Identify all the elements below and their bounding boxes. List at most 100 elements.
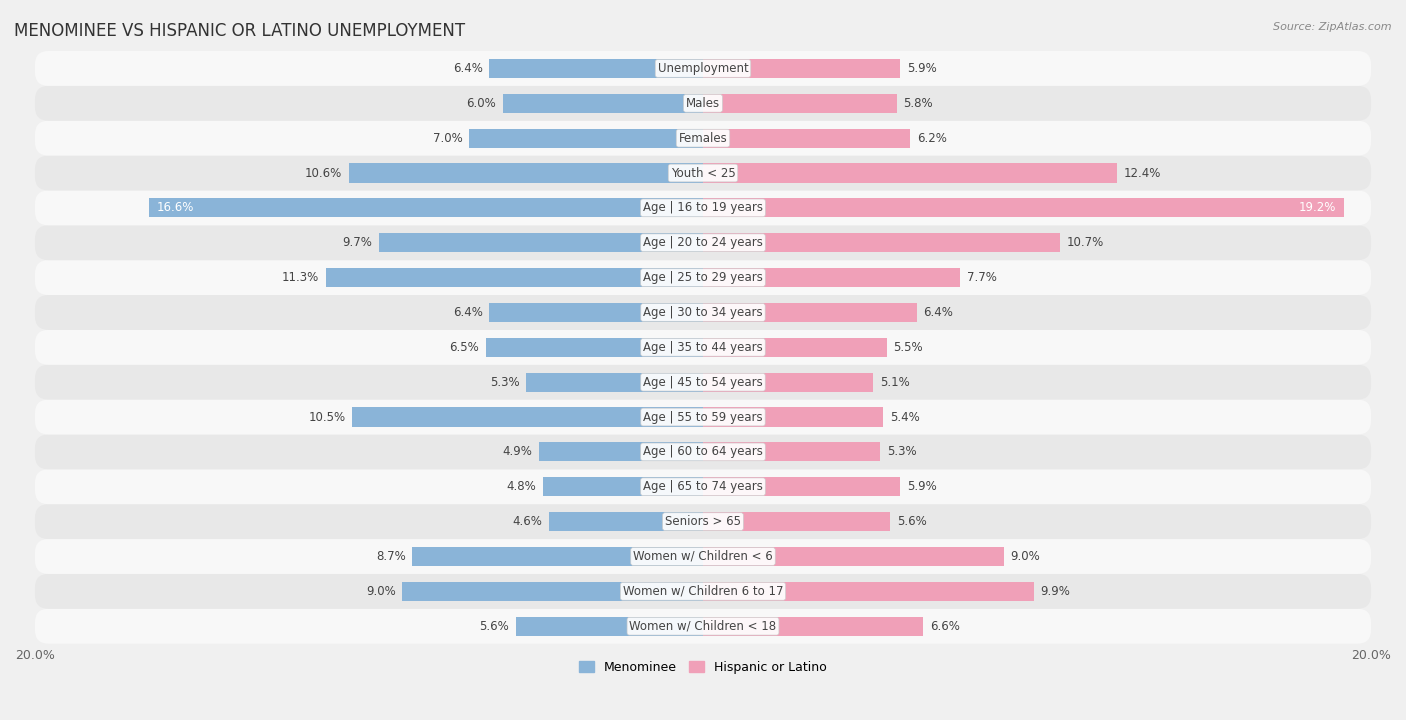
Bar — [380, 233, 703, 252]
Text: 5.5%: 5.5% — [893, 341, 922, 354]
Text: 10.5%: 10.5% — [308, 410, 346, 423]
Text: 10.7%: 10.7% — [1067, 236, 1104, 249]
Bar — [703, 129, 910, 148]
Bar — [489, 303, 703, 322]
FancyBboxPatch shape — [35, 121, 1371, 156]
Bar — [326, 268, 703, 287]
Text: Youth < 25: Youth < 25 — [671, 166, 735, 179]
Bar — [502, 94, 703, 113]
Bar — [703, 59, 900, 78]
Bar — [349, 163, 703, 183]
Bar — [540, 442, 703, 462]
Bar — [703, 233, 1060, 252]
FancyBboxPatch shape — [35, 539, 1371, 574]
Text: MENOMINEE VS HISPANIC OR LATINO UNEMPLOYMENT: MENOMINEE VS HISPANIC OR LATINO UNEMPLOY… — [14, 22, 465, 40]
Text: Women w/ Children < 18: Women w/ Children < 18 — [630, 620, 776, 633]
Text: Age | 35 to 44 years: Age | 35 to 44 years — [643, 341, 763, 354]
Bar — [353, 408, 703, 427]
FancyBboxPatch shape — [35, 225, 1371, 260]
Text: Age | 30 to 34 years: Age | 30 to 34 years — [643, 306, 763, 319]
Text: 6.6%: 6.6% — [931, 620, 960, 633]
Bar — [516, 616, 703, 636]
Bar — [703, 512, 890, 531]
Bar — [703, 303, 917, 322]
Text: 5.8%: 5.8% — [904, 96, 934, 109]
FancyBboxPatch shape — [35, 434, 1371, 469]
Text: 10.6%: 10.6% — [305, 166, 342, 179]
Text: 6.0%: 6.0% — [467, 96, 496, 109]
Text: 7.7%: 7.7% — [967, 271, 997, 284]
Text: 5.3%: 5.3% — [489, 376, 519, 389]
Bar — [703, 198, 1344, 217]
Bar — [703, 616, 924, 636]
Text: Age | 16 to 19 years: Age | 16 to 19 years — [643, 202, 763, 215]
Text: 4.8%: 4.8% — [506, 480, 536, 493]
Bar — [703, 442, 880, 462]
Text: 5.4%: 5.4% — [890, 410, 920, 423]
Bar — [703, 582, 1033, 601]
Bar — [489, 59, 703, 78]
Text: 5.6%: 5.6% — [897, 515, 927, 528]
Text: Age | 20 to 24 years: Age | 20 to 24 years — [643, 236, 763, 249]
Text: Age | 45 to 54 years: Age | 45 to 54 years — [643, 376, 763, 389]
FancyBboxPatch shape — [35, 295, 1371, 330]
Text: 5.9%: 5.9% — [907, 62, 936, 75]
Bar — [412, 547, 703, 566]
Bar — [149, 198, 703, 217]
FancyBboxPatch shape — [35, 365, 1371, 400]
Text: 9.0%: 9.0% — [1011, 550, 1040, 563]
Text: 4.6%: 4.6% — [513, 515, 543, 528]
FancyBboxPatch shape — [35, 156, 1371, 191]
Text: 6.4%: 6.4% — [924, 306, 953, 319]
Legend: Menominee, Hispanic or Latino: Menominee, Hispanic or Latino — [574, 656, 832, 679]
Text: 6.4%: 6.4% — [453, 306, 482, 319]
Text: Source: ZipAtlas.com: Source: ZipAtlas.com — [1274, 22, 1392, 32]
Text: Women w/ Children 6 to 17: Women w/ Children 6 to 17 — [623, 585, 783, 598]
FancyBboxPatch shape — [35, 400, 1371, 434]
Bar — [703, 408, 883, 427]
Bar — [470, 129, 703, 148]
FancyBboxPatch shape — [35, 504, 1371, 539]
FancyBboxPatch shape — [35, 191, 1371, 225]
Text: 11.3%: 11.3% — [281, 271, 319, 284]
Bar — [703, 94, 897, 113]
Text: Seniors > 65: Seniors > 65 — [665, 515, 741, 528]
FancyBboxPatch shape — [35, 609, 1371, 644]
Text: 19.2%: 19.2% — [1299, 202, 1336, 215]
Bar — [703, 547, 1004, 566]
Bar — [703, 477, 900, 496]
Text: Unemployment: Unemployment — [658, 62, 748, 75]
Text: 5.1%: 5.1% — [880, 376, 910, 389]
Text: Females: Females — [679, 132, 727, 145]
Text: 9.9%: 9.9% — [1040, 585, 1070, 598]
Text: 6.5%: 6.5% — [450, 341, 479, 354]
Text: Age | 65 to 74 years: Age | 65 to 74 years — [643, 480, 763, 493]
Text: Women w/ Children < 6: Women w/ Children < 6 — [633, 550, 773, 563]
FancyBboxPatch shape — [35, 260, 1371, 295]
Text: Age | 25 to 29 years: Age | 25 to 29 years — [643, 271, 763, 284]
Bar — [550, 512, 703, 531]
Text: Age | 55 to 59 years: Age | 55 to 59 years — [643, 410, 763, 423]
Text: 7.0%: 7.0% — [433, 132, 463, 145]
Bar — [703, 163, 1118, 183]
Bar — [703, 372, 873, 392]
Bar — [703, 268, 960, 287]
Bar — [543, 477, 703, 496]
FancyBboxPatch shape — [35, 574, 1371, 609]
Text: 6.2%: 6.2% — [917, 132, 946, 145]
FancyBboxPatch shape — [35, 330, 1371, 365]
Text: 5.3%: 5.3% — [887, 446, 917, 459]
Text: 9.7%: 9.7% — [343, 236, 373, 249]
Text: 4.9%: 4.9% — [503, 446, 533, 459]
FancyBboxPatch shape — [35, 86, 1371, 121]
Text: 8.7%: 8.7% — [375, 550, 406, 563]
Text: 5.9%: 5.9% — [907, 480, 936, 493]
FancyBboxPatch shape — [35, 51, 1371, 86]
Text: 16.6%: 16.6% — [157, 202, 194, 215]
Bar — [402, 582, 703, 601]
Text: Age | 60 to 64 years: Age | 60 to 64 years — [643, 446, 763, 459]
Text: 12.4%: 12.4% — [1123, 166, 1161, 179]
Bar — [486, 338, 703, 357]
Bar — [526, 372, 703, 392]
Bar — [703, 338, 887, 357]
